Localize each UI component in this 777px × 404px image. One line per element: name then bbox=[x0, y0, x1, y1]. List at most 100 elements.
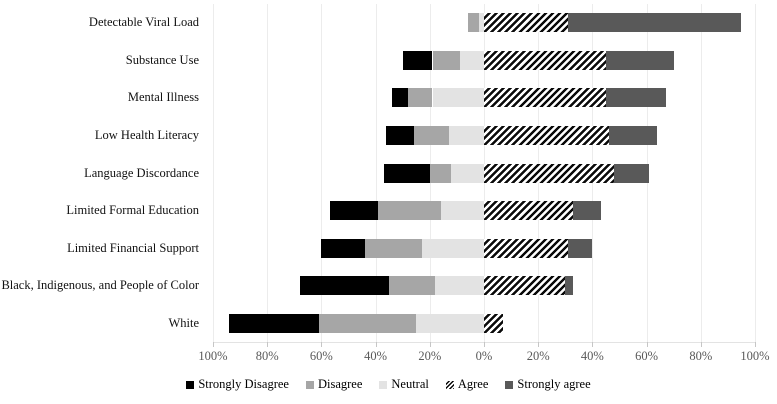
x-axis-label: 40% bbox=[580, 349, 604, 363]
bar-segment bbox=[484, 201, 574, 221]
bar-segment bbox=[229, 313, 319, 333]
legend-item: Neutral bbox=[379, 377, 429, 392]
bar-segment bbox=[391, 88, 409, 108]
bar-segment bbox=[389, 276, 436, 296]
legend-label: Neutral bbox=[391, 377, 429, 391]
legend-label: Agree bbox=[457, 377, 489, 391]
bar-segment bbox=[484, 238, 568, 258]
bar-segment bbox=[383, 163, 430, 183]
bar-segment bbox=[614, 163, 650, 183]
legend-marker-icon bbox=[505, 380, 514, 389]
x-axis-tick bbox=[538, 342, 540, 347]
legend-item: Disagree bbox=[305, 377, 363, 392]
bar-segment bbox=[440, 201, 484, 221]
bar-rows bbox=[213, 4, 755, 342]
x-axis-tick bbox=[375, 342, 377, 347]
gridline bbox=[213, 4, 214, 342]
bar-segment bbox=[605, 50, 674, 70]
plot-area bbox=[213, 4, 756, 342]
category-label: White bbox=[168, 315, 199, 330]
legend-item: Agree bbox=[445, 377, 489, 392]
bar-segment bbox=[484, 50, 606, 70]
x-axis-tick bbox=[321, 342, 323, 347]
bar-segment bbox=[364, 238, 422, 258]
bar-segment bbox=[318, 313, 417, 333]
x-axis-label: 60% bbox=[309, 349, 333, 363]
bar-segment bbox=[478, 13, 484, 33]
gridline bbox=[375, 4, 377, 342]
x-axis-label: 80% bbox=[255, 349, 279, 363]
bar-segment bbox=[429, 163, 452, 183]
bar-segment bbox=[568, 238, 593, 258]
bar-row bbox=[213, 267, 755, 305]
x-axis-tick bbox=[484, 342, 485, 347]
bar-segment bbox=[408, 88, 433, 108]
bar-row bbox=[213, 4, 755, 42]
bar-segment bbox=[565, 276, 574, 296]
bar-segment bbox=[378, 201, 441, 221]
bar-segment bbox=[413, 125, 449, 145]
bar-segment bbox=[448, 125, 484, 145]
bar-row bbox=[213, 229, 755, 267]
legend-marker-icon bbox=[379, 380, 388, 389]
legend-item: Strongly agree bbox=[505, 377, 591, 392]
gridline bbox=[755, 4, 756, 342]
bar-segment bbox=[416, 313, 484, 333]
bar-segment bbox=[568, 13, 742, 33]
x-axis-label: 60% bbox=[635, 349, 659, 363]
bar-row bbox=[213, 192, 755, 230]
category-label: Limited Financial Support bbox=[67, 240, 199, 255]
bar-row bbox=[213, 154, 755, 192]
bar-segment bbox=[432, 50, 460, 70]
x-axis-label: 0% bbox=[475, 349, 493, 363]
bar-segment bbox=[608, 125, 658, 145]
x-axis-label: 20% bbox=[418, 349, 442, 363]
category-label: Black, Indigenous, and People of Color bbox=[1, 278, 199, 293]
bar-segment bbox=[467, 13, 479, 33]
bar-row bbox=[213, 42, 755, 80]
x-axis-tick bbox=[267, 342, 269, 347]
x-axis-tick bbox=[700, 342, 702, 347]
category-label: Substance Use bbox=[125, 52, 199, 67]
bar-segment bbox=[329, 201, 379, 221]
bar-segment bbox=[484, 163, 615, 183]
gridline bbox=[321, 4, 323, 342]
bar-segment bbox=[386, 125, 414, 145]
x-axis-tick bbox=[646, 342, 648, 347]
bar-segment bbox=[459, 50, 484, 70]
gridline bbox=[700, 4, 702, 342]
bar-segment bbox=[435, 276, 484, 296]
x-axis-label: 80% bbox=[689, 349, 713, 363]
x-axis-tick bbox=[213, 342, 214, 347]
bar-segment bbox=[573, 201, 601, 221]
bar-segment bbox=[484, 125, 609, 145]
x-axis-tick bbox=[592, 342, 594, 347]
x-axis-tick bbox=[429, 342, 431, 347]
legend: Strongly Disagree Disagree Neutral Agree Str… bbox=[0, 377, 777, 392]
x-axis-label: 100% bbox=[198, 349, 228, 363]
x-axis-label: 20% bbox=[526, 349, 550, 363]
legend-label: Disagree bbox=[317, 377, 363, 391]
category-label: Low Health Literacy bbox=[94, 127, 199, 142]
legend-label: Strongly agree bbox=[517, 377, 591, 391]
legend-marker-icon bbox=[445, 380, 454, 389]
category-label: Detectable Viral Load bbox=[88, 15, 199, 30]
bar-segment bbox=[432, 88, 484, 108]
bar-segment bbox=[321, 238, 365, 258]
x-axis-tick bbox=[755, 342, 756, 347]
bar-segment bbox=[484, 313, 503, 333]
bar-row bbox=[213, 117, 755, 155]
gridline bbox=[267, 4, 269, 342]
category-label: Limited Formal Education bbox=[66, 203, 199, 218]
legend-item: Strongly Disagree bbox=[186, 377, 289, 392]
legend-marker-icon bbox=[186, 380, 195, 389]
legend-marker-icon bbox=[305, 380, 314, 389]
bar-segment bbox=[421, 238, 484, 258]
bar-row bbox=[213, 305, 755, 343]
legend-label: Strongly Disagree bbox=[198, 377, 289, 391]
bar-segment bbox=[451, 163, 484, 183]
bar-segment bbox=[605, 88, 666, 108]
x-axis-label: 100% bbox=[740, 349, 770, 363]
bar-segment bbox=[484, 88, 606, 108]
